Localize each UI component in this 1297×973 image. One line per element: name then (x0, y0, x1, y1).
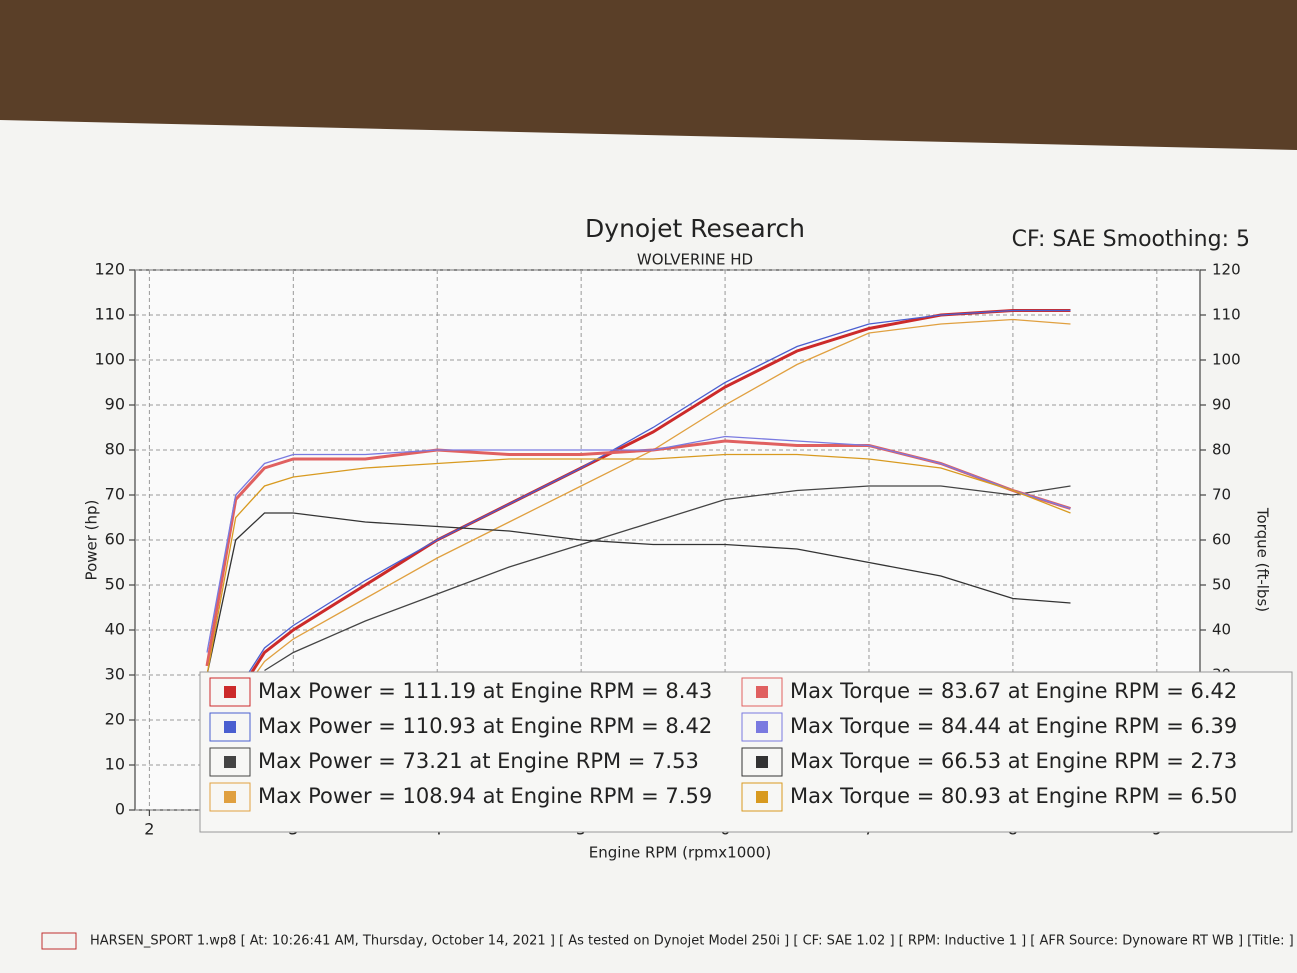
y-tick-label: 120 (94, 260, 125, 279)
y-tick-label: 0 (115, 800, 125, 819)
y-axis-label: Power (hp) (83, 500, 101, 581)
legend-swatch (756, 791, 768, 803)
series-line (206, 435, 1071, 653)
y2-tick-label: 100 (1212, 351, 1241, 369)
legend-label: Max Power = 110.93 at Engine RPM = 8.42 (258, 714, 712, 738)
x-tick-label: 2 (144, 820, 154, 839)
y2-tick-label: 40 (1212, 621, 1231, 639)
legend-label: Max Torque = 66.53 at Engine RPM = 2.73 (790, 749, 1237, 773)
legend-label: Max Torque = 80.93 at Engine RPM = 6.50 (790, 784, 1237, 808)
y-tick-label: 50 (105, 575, 125, 594)
legend-frame (209, 677, 251, 707)
legend-swatch (756, 686, 768, 698)
y-tick-label: 20 (105, 710, 125, 729)
legend-frame (741, 712, 783, 742)
y2-axis-label: Torque (ft-lbs) (1254, 507, 1272, 612)
legend-frame (741, 677, 783, 707)
legend-label: Max Power = 108.94 at Engine RPM = 7.59 (258, 784, 712, 808)
y-tick-label: 100 (94, 350, 125, 369)
y-tick-label: 40 (105, 620, 125, 639)
legend-frame (741, 782, 783, 812)
y2-tick-label: 90 (1212, 396, 1231, 414)
legend-swatch (224, 791, 236, 803)
legend-label: Max Power = 73.21 at Engine RPM = 7.53 (258, 749, 699, 773)
y2-tick-label: 70 (1212, 486, 1231, 504)
y2-tick-label: 80 (1212, 441, 1231, 459)
legend-swatch (756, 756, 768, 768)
legend-label: Max Power = 111.19 at Engine RPM = 8.43 (258, 679, 712, 703)
y-tick-label: 70 (105, 485, 125, 504)
y2-tick-label: 110 (1212, 306, 1241, 324)
y2-tick-label: 120 (1212, 261, 1241, 279)
legend-frame (209, 782, 251, 812)
legend-swatch (224, 756, 236, 768)
legend-swatch (756, 721, 768, 733)
y-tick-label: 10 (105, 755, 125, 774)
y-tick-label: 110 (94, 305, 125, 324)
series-line (235, 318, 1071, 703)
legend-swatch (224, 686, 236, 698)
series-line (264, 485, 1071, 672)
legend-frame (209, 747, 251, 777)
chart-note: CF: SAE Smoothing: 5 (1012, 227, 1250, 252)
series-line (235, 309, 1071, 694)
y2-tick-label: 50 (1212, 576, 1231, 594)
y2-tick-label: 60 (1212, 531, 1231, 549)
legend-label: Max Torque = 83.67 at Engine RPM = 6.42 (790, 679, 1237, 703)
legend-frame (741, 747, 783, 777)
y-tick-label: 80 (105, 440, 125, 459)
legend-label: Max Torque = 84.44 at Engine RPM = 6.39 (790, 714, 1237, 738)
chart-title: Dynojet Research (585, 214, 805, 243)
legend-swatch (224, 721, 236, 733)
footnote-swatch (41, 932, 77, 950)
x-axis-label: Engine RPM (rpmx1000) (589, 844, 771, 862)
y-tick-label: 60 (105, 530, 125, 549)
chart-subtitle: WOLVERINE HD (637, 251, 753, 269)
y-tick-label: 30 (105, 665, 125, 684)
legend-frame (209, 712, 251, 742)
y-tick-label: 90 (105, 395, 125, 414)
footnote: HARSEN_SPORT 1.wp8 [ At: 10:26:41 AM, Th… (90, 934, 1294, 949)
series-line (206, 512, 1071, 676)
series-line (206, 453, 1071, 676)
legend-box (199, 671, 1293, 833)
